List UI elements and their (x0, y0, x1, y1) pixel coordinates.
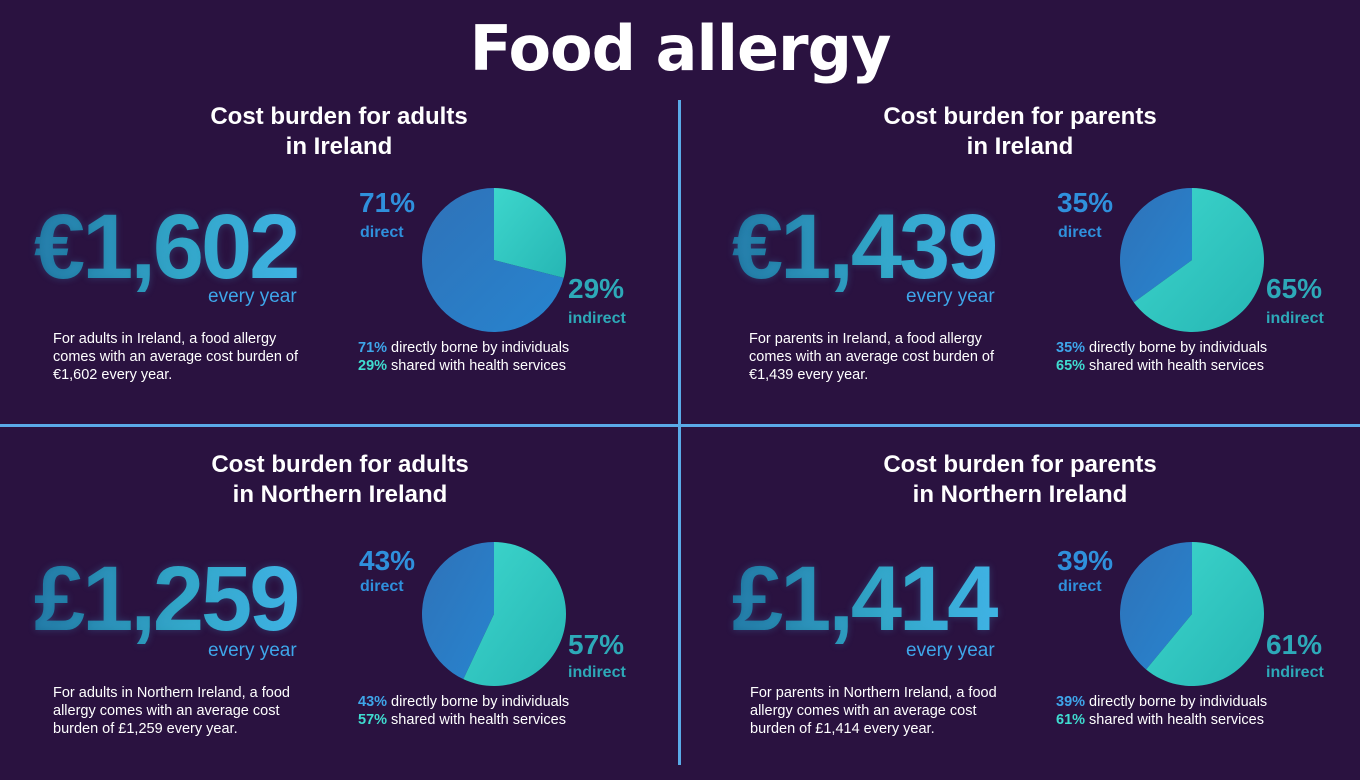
pie-slice-indirect (1133, 188, 1264, 332)
cost-pie-chart (1120, 542, 1264, 686)
indirect-percent: 61% (1266, 629, 1323, 660)
indirect-percent: 65% (1266, 273, 1323, 304)
legend-direct: 71% directly borne by individuals (358, 340, 569, 356)
cost-pie-chart (422, 188, 566, 332)
direct-percent: 39% (1057, 545, 1114, 576)
legend-indirect: 65% shared with health services (1056, 358, 1264, 374)
legend-direct: 39% directly borne by individuals (1056, 694, 1267, 710)
cost-description: For adults in Ireland, a food allergy co… (53, 331, 299, 383)
cost-period: every year (906, 286, 995, 307)
pie-slice-direct (422, 542, 494, 680)
panel-title-line1: Cost burden for adults (210, 103, 468, 130)
direct-percent: 43% (359, 545, 416, 576)
panel-title: Cost burden for adults in Northern Irela… (0, 450, 680, 510)
pie-slice-indirect (1146, 542, 1264, 686)
cost-description: For parents in Northern Ireland, a food … (750, 685, 997, 737)
indirect-percent: 29% (568, 273, 625, 304)
panel-parents-ireland: Cost burden for parents in Ireland €1,43… (680, 102, 1360, 432)
vertical-divider (678, 100, 681, 765)
panel-title-line1: Cost burden for parents (883, 103, 1157, 130)
panel-title-line2: in Ireland (285, 133, 393, 160)
cost-period: every year (906, 640, 995, 661)
indirect-label: indirect (1266, 664, 1324, 681)
legend-indirect-percent: 57% (358, 712, 388, 728)
cost-pie-chart (422, 542, 566, 686)
legend-direct-text: directly borne by individuals (387, 694, 570, 710)
indirect-label: indirect (1266, 310, 1324, 327)
direct-percent: 71% (359, 187, 416, 218)
cost-amount: €1,602 (34, 201, 334, 293)
panel-adults-ireland: Cost burden for adults in Ireland €1,602… (0, 102, 680, 432)
legend-indirect-percent: 65% (1056, 358, 1086, 374)
pie-slice-indirect (463, 542, 566, 686)
pie-slice-direct (422, 188, 564, 332)
legend-indirect-percent: 61% (1056, 712, 1086, 728)
horizontal-divider (0, 424, 1360, 427)
panel-title-line1: Cost burden for adults (211, 451, 469, 478)
legend-indirect-text: shared with health services (1085, 358, 1264, 374)
pie-slice-direct (1120, 188, 1192, 303)
panel-title-line2: in Northern Ireland (232, 481, 448, 508)
legend-direct-percent: 43% (358, 694, 388, 710)
cost-amount: £1,414 (732, 553, 1032, 645)
cost-amount: €1,439 (732, 201, 1032, 293)
pie-slice-direct (1120, 542, 1192, 670)
panel-title: Cost burden for adults in Ireland (0, 102, 679, 162)
legend-direct-text: directly borne by individuals (1085, 340, 1268, 356)
legend-indirect-text: shared with health services (1085, 712, 1264, 728)
panel-title-line1: Cost burden for parents (883, 451, 1157, 478)
cost-period: every year (208, 286, 297, 307)
panel-title: Cost burden for parents in Northern Irel… (680, 450, 1360, 510)
legend-indirect: 29% shared with health services (358, 358, 566, 374)
legend-indirect-text: shared with health services (387, 358, 566, 374)
page-title: Food allergy (469, 12, 892, 85)
legend-indirect: 57% shared with health services (358, 712, 566, 728)
direct-percent: 35% (1057, 187, 1114, 218)
panel-adults-northern-ireland: Cost burden for adults in Northern Irela… (0, 450, 680, 780)
legend-direct: 43% directly borne by individuals (358, 694, 569, 710)
legend-direct-text: directly borne by individuals (387, 340, 570, 356)
direct-label: direct (360, 224, 404, 241)
cost-description: For adults in Northern Ireland, a food a… (53, 685, 290, 737)
legend-indirect-text: shared with health services (387, 712, 566, 728)
legend-direct: 35% directly borne by individuals (1056, 340, 1267, 356)
panel-parents-northern-ireland: Cost burden for parents in Northern Irel… (680, 450, 1360, 780)
legend-indirect-percent: 29% (358, 358, 388, 374)
cost-period: every year (208, 640, 297, 661)
legend-direct-percent: 71% (358, 340, 388, 356)
indirect-label: indirect (568, 310, 626, 327)
cost-pie-chart (1120, 188, 1264, 332)
cost-amount: £1,259 (34, 553, 334, 645)
legend-direct-percent: 35% (1056, 340, 1086, 356)
legend-direct-percent: 39% (1056, 694, 1086, 710)
direct-label: direct (1058, 224, 1102, 241)
legend-indirect: 61% shared with health services (1056, 712, 1264, 728)
panel-title-line2: in Northern Ireland (912, 481, 1128, 508)
pie-slice-indirect (494, 188, 566, 278)
direct-label: direct (1058, 578, 1102, 595)
panel-title: Cost burden for parents in Ireland (680, 102, 1360, 162)
direct-label: direct (360, 578, 404, 595)
cost-description: For parents in Ireland, a food allergy c… (749, 331, 995, 383)
indirect-percent: 57% (568, 629, 625, 660)
panel-title-line2: in Ireland (966, 133, 1074, 160)
indirect-label: indirect (568, 664, 626, 681)
legend-direct-text: directly borne by individuals (1085, 694, 1268, 710)
